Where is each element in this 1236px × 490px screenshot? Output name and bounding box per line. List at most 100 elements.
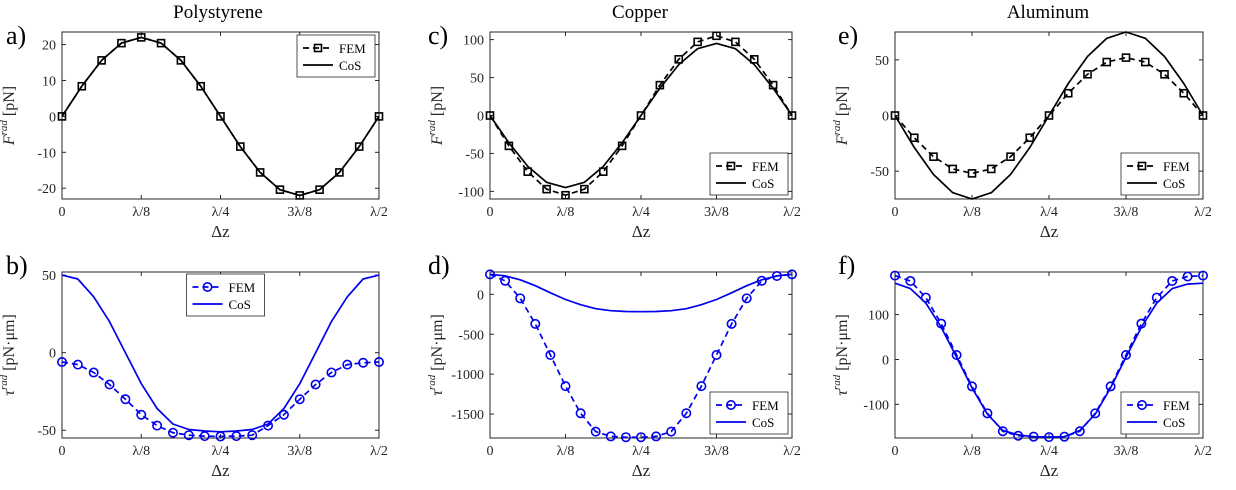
y-axis-label-symbol: F — [429, 135, 446, 146]
y-axis-label: τrad [pN·μm] — [0, 314, 18, 396]
data-point-marker — [354, 142, 364, 151]
data-point-marker — [598, 167, 608, 176]
data-point-marker — [310, 379, 321, 390]
data-point-marker — [196, 81, 205, 91]
data-point-marker — [966, 381, 977, 392]
data-point-marker — [358, 357, 369, 368]
y-tick-label: 0 — [477, 110, 484, 125]
data-point-marker — [176, 56, 186, 65]
data-point-marker — [580, 184, 589, 194]
x-tick-label: λ/8 — [963, 444, 981, 459]
legend-label-fem: FEM — [752, 159, 779, 174]
chart-title: Copper — [612, 2, 669, 23]
data-point-marker — [741, 293, 752, 304]
legend: FEM CoS — [296, 34, 376, 78]
data-point-marker — [951, 349, 962, 360]
y-tick-label: 50 — [470, 72, 484, 87]
x-tick-label: 3λ/8 — [1114, 444, 1139, 459]
series-line-cos — [894, 282, 1204, 438]
data-point-marker — [1025, 133, 1035, 143]
series-line-fem — [894, 56, 1204, 175]
data-point-marker — [183, 430, 194, 441]
y-tick-label: 100 — [463, 34, 484, 49]
data-point-marker — [920, 292, 931, 303]
data-point-marker — [1044, 111, 1054, 120]
y-axis-label-unit: [pN·μm] — [429, 314, 446, 375]
x-tick-label: 3λ/8 — [287, 205, 312, 220]
data-point-marker — [216, 112, 225, 121]
data-point-marker — [342, 359, 353, 370]
data-point-marker — [666, 426, 677, 437]
data-point-marker — [1090, 408, 1101, 419]
data-point-marker — [278, 409, 289, 420]
legend-label-cos: CoS — [229, 297, 251, 312]
data-point-marker — [1063, 88, 1073, 98]
chart-panel-5: d) 0 λ/8 λ/4 3λ/8 λ/2 -1500 -1000 -500 0 Δz τrad [p… — [426, 251, 801, 480]
data-point-marker — [1198, 111, 1208, 120]
x-tick-label: λ/4 — [632, 444, 650, 459]
data-point-marker — [295, 191, 305, 200]
data-point-marker — [1160, 70, 1169, 79]
legend-label-fem: FEM — [1163, 159, 1190, 174]
legend-box — [1120, 152, 1200, 196]
data-point-marker — [731, 37, 740, 47]
data-point-marker — [1198, 270, 1209, 281]
panel-label: a) — [6, 21, 26, 50]
series-line-cos — [489, 42, 793, 189]
x-tick-label: λ/8 — [557, 205, 575, 220]
data-point-marker — [1105, 381, 1116, 392]
legend-label-fem: FEM — [229, 280, 256, 295]
panel-label: d) — [428, 251, 450, 280]
data-point-marker — [373, 356, 384, 367]
legend-label-cos: CoS — [752, 415, 774, 430]
x-tick-label: λ/8 — [132, 205, 150, 220]
y-axis-label: Frad [pN] — [426, 86, 446, 146]
data-point-marker — [890, 111, 900, 120]
y-tick-label: 0 — [477, 288, 484, 303]
series-line-cos — [489, 273, 793, 313]
y-tick-label: -50 — [465, 147, 484, 162]
panel-label: e) — [838, 21, 858, 50]
data-point-marker — [982, 408, 993, 419]
data-point-marker — [635, 432, 646, 443]
data-point-marker — [231, 431, 242, 442]
data-point-marker — [335, 168, 344, 177]
x-tick-label: 3λ/8 — [287, 444, 312, 459]
data-point-marker — [605, 431, 616, 442]
data-point-marker — [72, 359, 83, 370]
y-tick-label: -1500 — [451, 408, 484, 423]
y-tick-label: -100 — [863, 398, 889, 413]
data-point-marker — [986, 164, 996, 174]
y-axis-label-unit: [pN·μm] — [834, 314, 851, 375]
y-axis-label: τrad [pN·μm] — [426, 314, 446, 396]
data-point-marker — [57, 112, 67, 121]
data-point-marker — [515, 293, 526, 304]
data-point-marker — [1083, 70, 1092, 79]
data-point-marker — [787, 111, 797, 120]
y-tick-label: 50 — [875, 54, 889, 69]
data-point-marker — [374, 112, 384, 121]
chart-panel-1: a) Polystyrene 0 λ/8 λ/4 3λ/8 λ/2 -20 -10 0 10 20 Δz… — [0, 2, 388, 241]
y-tick-label: 20 — [42, 39, 56, 54]
data-point-marker — [712, 31, 721, 41]
data-point-marker — [485, 111, 495, 120]
x-tick-label: 3λ/8 — [1114, 205, 1139, 220]
data-point-marker — [313, 43, 323, 53]
data-point-marker — [889, 270, 900, 281]
data-point-marker — [88, 367, 99, 378]
chart-panel-6: f) 0 λ/8 λ/4 3λ/8 λ/2 -100 0 100 Δz τrad [pN·μm] FE… — [831, 251, 1212, 480]
y-tick-label: -100 — [458, 185, 484, 200]
series-line-fem — [489, 34, 793, 197]
series-line-cos — [61, 36, 380, 197]
y-axis-label-symbol: τ — [834, 389, 851, 396]
legend-box — [709, 391, 789, 435]
data-point-marker — [1102, 57, 1112, 67]
y-axis-label-superscript: rad — [831, 374, 843, 390]
data-point-marker — [167, 427, 178, 438]
data-point-marker — [1121, 53, 1131, 62]
x-axis-label: Δz — [1040, 222, 1059, 241]
data-point-marker — [294, 394, 305, 405]
data-point-marker — [1006, 152, 1015, 161]
legend-label-fem: FEM — [752, 398, 779, 413]
